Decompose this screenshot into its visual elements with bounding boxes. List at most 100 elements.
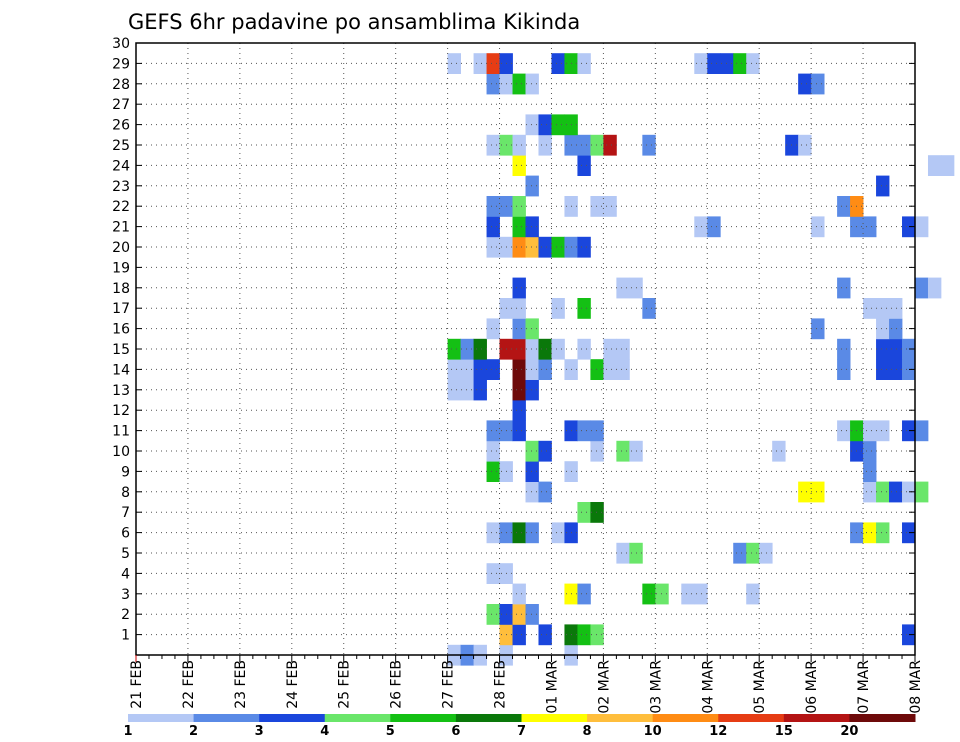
heatmap-cell [707,216,721,238]
y-tick-label: 22 [112,199,130,215]
gridlines [136,42,915,655]
heatmap-cell [525,236,539,258]
heatmap-cell [811,481,825,503]
heatmap-cell [512,236,526,258]
x-tick-label: 05 MAR [752,660,768,714]
heatmap-cell [902,338,916,360]
heatmap-cell [798,481,812,503]
heatmap-cell [512,420,526,442]
heatmap-cell [694,216,708,238]
heatmap-cell [473,338,487,360]
heatmap-cell [876,298,890,319]
x-tick-label: 28 FEB [493,660,509,709]
heatmap-cell [590,134,604,156]
heatmap-cell [876,175,890,197]
heatmap-cell [577,134,591,156]
heatmap-cell [551,53,565,74]
heatmap-cell [863,522,877,544]
heatmap-cell [590,420,604,442]
heatmap-cell [538,134,552,156]
heatmap-cell [447,338,461,360]
x-tick-label: 08 MAR [908,660,924,714]
heatmap-cell [512,604,526,625]
heatmap-cell [889,298,903,319]
heatmap-cell [512,134,526,156]
heatmap-cell [603,134,617,156]
y-tick-label: 1 [121,628,130,644]
colorbar-label: 6 [451,724,460,739]
heatmap-cell [512,379,526,401]
heatmap-cell [486,563,500,584]
heatmap-cell [837,277,851,299]
heatmap-cell [525,114,539,136]
heatmap-cell [525,461,539,482]
heatmap-cell [759,542,773,564]
chart-title: GEFS 6hr padavine po ansamblima Kikinda [128,10,580,34]
colorbar-label: 5 [386,724,395,739]
colorbar-swatch [128,714,195,722]
heatmap-cell [512,624,526,646]
heatmap-cell [512,196,526,217]
colorbar-label: 2 [189,724,198,739]
x-tick-label: 26 FEB [389,660,405,709]
heatmap-cell [473,53,487,74]
heatmap-cell [746,53,760,74]
heatmap-cell [876,522,890,544]
heatmap-cell [616,277,630,299]
heatmap-cell [863,420,877,442]
heatmap-cell [460,359,474,380]
heatmap-cell [876,359,890,380]
heatmap-cell [940,155,955,176]
y-tick-label: 23 [112,179,130,195]
heatmap-cell [837,420,851,442]
y-tick-label: 25 [112,138,130,154]
heatmap-cell [447,379,461,401]
heatmap-cell [603,338,617,360]
x-tick-label: 25 FEB [337,660,353,709]
y-tick-label: 17 [112,301,130,317]
heatmap-cell [876,481,890,503]
heatmap-cell [590,359,604,380]
y-tick-label: 21 [112,220,130,236]
heatmap-cell [590,440,604,462]
heatmap-cell [746,542,760,564]
heatmap-cell [525,73,539,95]
heatmap-cell [538,338,552,360]
heatmap-cell [512,359,526,380]
y-tick-label: 24 [112,158,130,174]
heatmap-cell [837,359,851,380]
y-tick-label: 20 [112,240,130,256]
y-tick-label: 5 [121,546,130,562]
heatmap-cell [486,522,500,544]
heatmap-cell [681,583,695,605]
heatmap-cell [486,461,500,482]
heatmap-cell [876,338,890,360]
colorbar-swatch [455,714,522,722]
heatmap-cell [447,359,461,380]
heatmap-cell [525,175,539,197]
y-axis: 1234567891011121314151617181920212223242… [112,36,915,644]
heatmap-cell [486,196,500,217]
heatmap-cell [590,502,604,523]
colorbar-label: 10 [644,724,662,739]
y-tick-label: 29 [112,56,130,72]
heatmap-cell [486,420,500,442]
heatmap-cell [603,359,617,380]
heatmap-cell [525,216,539,238]
heatmap-cell [551,236,565,258]
heatmap-cell [551,298,565,319]
heatmap-cell [927,155,942,176]
heatmap-cell [811,73,825,95]
colorbar-label: 3 [255,724,264,739]
heatmap-cell [512,298,526,319]
y-tick-label: 28 [112,77,130,93]
y-tick-label: 16 [112,322,130,338]
heatmap-cell [538,624,552,646]
x-axis: 21 FEB 22 FEB 23 FEB 24 FEB 25 FEB 26 FEB 27 F… [129,655,924,714]
heatmap-cell [512,155,526,176]
heatmap-cell [577,583,591,605]
heatmap-cell [746,583,760,605]
heatmap-cell [863,216,877,238]
heatmap-cell [512,522,526,544]
x-tick-label: 24 FEB [285,660,301,709]
